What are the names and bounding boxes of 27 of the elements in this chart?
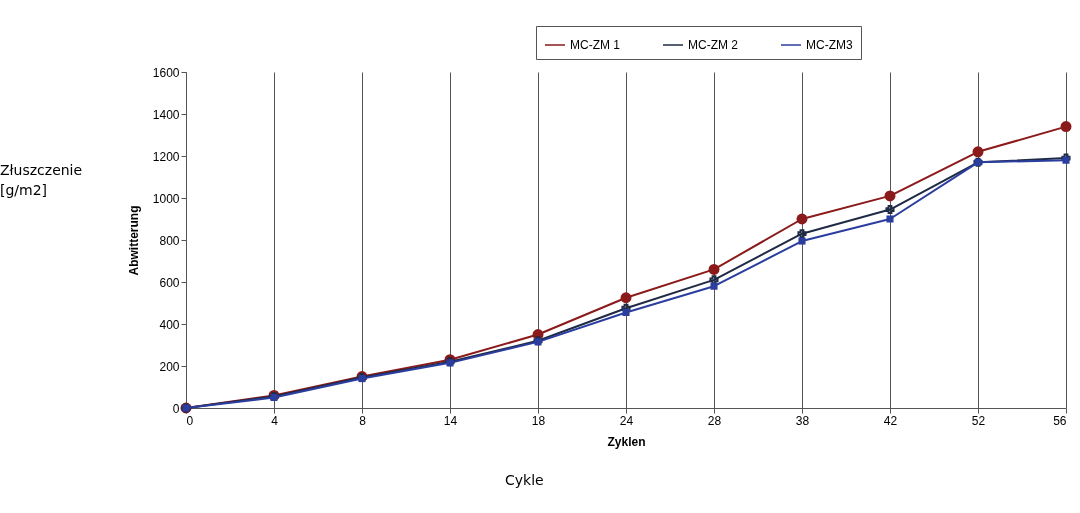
y-axis-title: Abwitterung [126, 205, 141, 276]
y-tick-label: 1200 [152, 149, 180, 164]
x-tick-label: 8 [359, 413, 367, 428]
x-tick-label: 56 [1053, 413, 1067, 428]
y-tick-label: 1600 [152, 65, 180, 80]
legend-label: MC-ZM3 [806, 38, 853, 52]
x-tick-label: 24 [619, 413, 634, 428]
text: Złuszczenie [g/m2] [0, 160, 90, 200]
x-tick-label: 4 [271, 413, 279, 428]
x-tick-label: 14 [443, 413, 458, 428]
y-tick-label: 0 [172, 401, 180, 416]
y-tick-label: 1000 [152, 191, 180, 206]
text: Cykle [505, 470, 544, 490]
y-tick-label: 800 [159, 233, 180, 248]
legend-label: MC-ZM 1 [570, 38, 621, 52]
x-tick-label: 18 [531, 413, 546, 428]
x-tick-label: 28 [707, 413, 722, 428]
x-tick-label: 42 [883, 413, 898, 428]
x-tick-label: 0 [186, 413, 194, 428]
y-tick-label: 1400 [152, 107, 180, 122]
y-tick-label: 400 [159, 317, 180, 332]
x-tick-label: 52 [971, 413, 986, 428]
x-axis-title: Zyklen [607, 434, 646, 449]
y-tick-label: 600 [159, 275, 180, 290]
y-tick-label: 200 [159, 359, 180, 374]
x-tick-label: 38 [795, 413, 810, 428]
legend-label: MC-ZM 2 [688, 38, 739, 52]
